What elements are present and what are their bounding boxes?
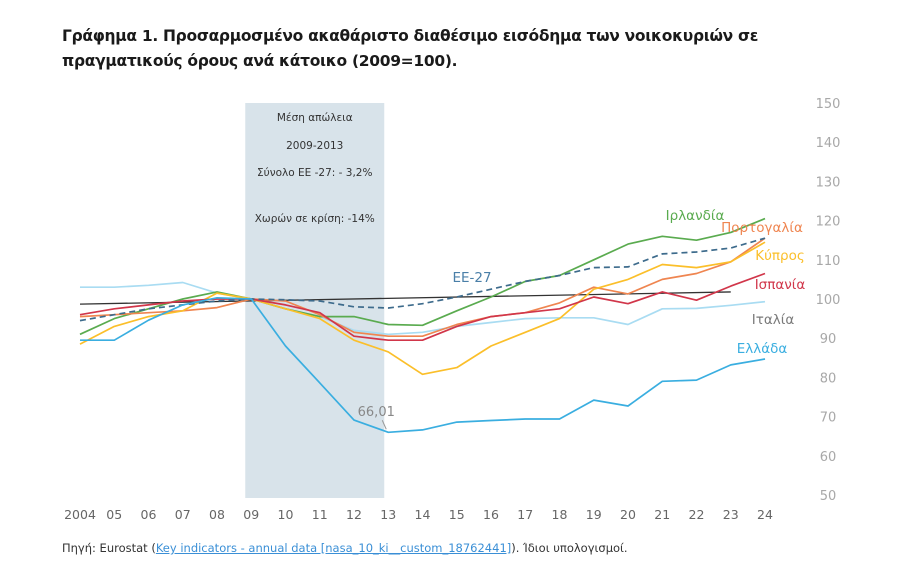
x-tick-label: 06 <box>141 507 157 522</box>
source-link[interactable]: Key indicators - annual data [nasa_10_ki… <box>155 541 512 555</box>
shaded-region-text: Χωρών σε κρίση: -14% <box>255 213 375 225</box>
series-label: Πορτογαλία <box>721 220 803 236</box>
y-tick-label: 60 <box>820 450 837 465</box>
y-tick-label: 140 <box>816 136 841 151</box>
x-tick-label: 15 <box>449 507 465 522</box>
x-tick-label: 23 <box>723 507 739 522</box>
series-label: Ισπανία <box>755 277 806 293</box>
series-label: Ελλάδα <box>737 341 788 357</box>
x-tick-label: 07 <box>175 507 191 522</box>
y-tick-label: 120 <box>816 215 841 230</box>
x-tick-label: 24 <box>757 507 773 522</box>
x-tick-label: 16 <box>483 507 499 522</box>
x-tick-label: 21 <box>654 507 670 522</box>
data-annotation: 66,01 <box>358 405 395 420</box>
series-line <box>79 272 766 342</box>
series-label: Κύπρος <box>755 248 805 264</box>
source-suffix: ). Ίδιοι υπολογισμοί. <box>511 541 628 555</box>
series-line <box>80 296 766 434</box>
shaded-region-text: Μέση απώλεια <box>277 112 353 124</box>
series-line <box>79 217 766 336</box>
chart-title: Γράφημα 1. Προσαρμοσμένο ακαθάριστο διαθ… <box>62 27 759 70</box>
x-tick-label: 20 <box>620 507 636 522</box>
x-tick-label: 18 <box>552 507 568 522</box>
shaded-region-text: 2009-2013 <box>286 140 343 152</box>
x-tick-label: 2004 <box>64 507 96 522</box>
series-label: Ιταλία <box>752 312 795 328</box>
source-prefix: Πηγή: Eurostat ( <box>62 541 156 555</box>
y-tick-label: 50 <box>820 489 837 504</box>
x-tick-label: 12 <box>346 507 362 522</box>
y-tick-label: 70 <box>820 411 837 426</box>
trend-line <box>79 291 731 305</box>
source-note: Πηγή: Eurostat (Key indicators - annual … <box>62 541 628 555</box>
shaded-region-text: Σύνολο ΕΕ -27: - 3,2% <box>257 167 372 179</box>
annotation-pointer <box>381 420 387 430</box>
x-tick-label: 14 <box>415 507 431 522</box>
x-tick-label: 17 <box>517 507 533 522</box>
x-tick-label: 10 <box>278 507 294 522</box>
y-tick-label: 80 <box>820 371 837 386</box>
series-label: Ιρλανδία <box>666 208 725 224</box>
y-tick-label: 90 <box>820 332 837 347</box>
series-label: ΕΕ-27 <box>452 270 491 286</box>
y-tick-label: 150 <box>816 97 841 112</box>
x-tick-label: 09 <box>243 507 259 522</box>
x-tick-label: 05 <box>106 507 122 522</box>
y-tick-label: 110 <box>816 254 841 269</box>
y-tick-label: 130 <box>816 175 841 190</box>
x-tick-label: 22 <box>689 507 705 522</box>
x-tick-label: 11 <box>312 507 328 522</box>
x-tick-label: 19 <box>586 507 602 522</box>
y-tick-label: 100 <box>816 293 841 308</box>
series-line <box>80 281 766 336</box>
series-line <box>79 237 766 338</box>
x-tick-label: 08 <box>209 507 225 522</box>
x-tick-label: 13 <box>380 507 396 522</box>
